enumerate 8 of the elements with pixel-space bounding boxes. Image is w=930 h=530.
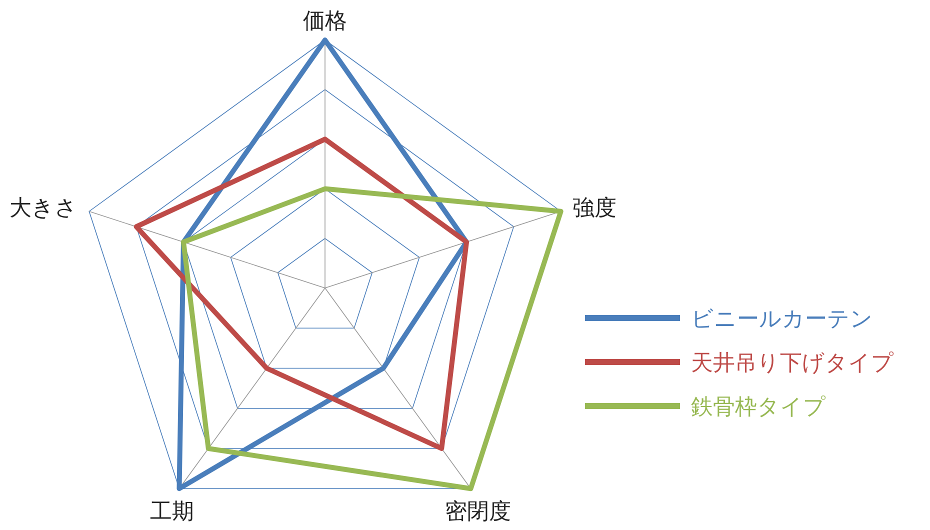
- legend-label: 鉄骨枠タイプ: [691, 395, 826, 420]
- spoke-label: 工期: [150, 500, 194, 525]
- legend-label: ビニールカーテン: [691, 307, 873, 332]
- spoke-label: 価格: [303, 9, 347, 34]
- spoke-label: 大きさ: [10, 196, 78, 222]
- spoke-label: 密閉度: [444, 500, 511, 525]
- spoke-label: 強度: [572, 196, 616, 222]
- legend-label: 天井吊り下げタイプ: [691, 351, 894, 376]
